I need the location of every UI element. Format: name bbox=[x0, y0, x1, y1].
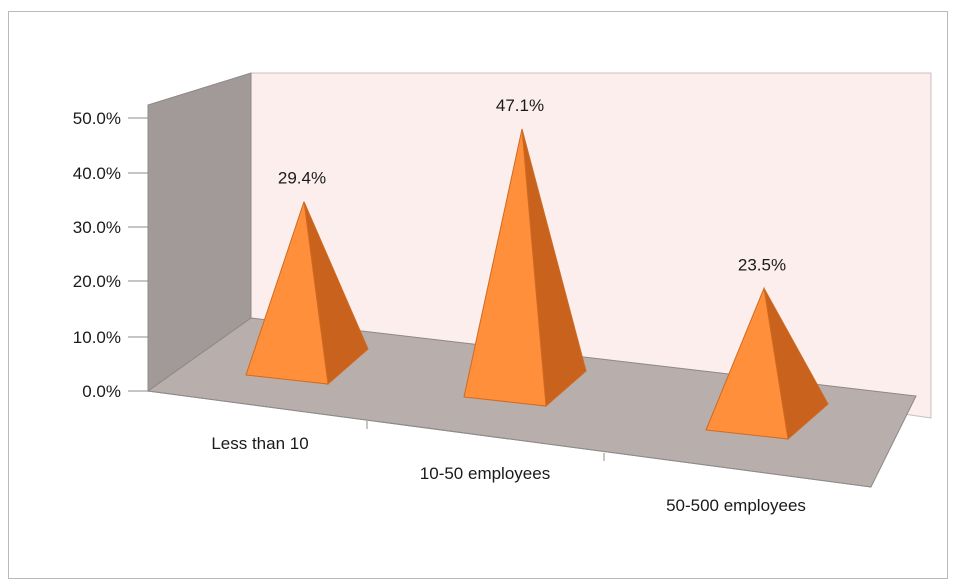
chart-labels: 29.4% 47.1% 23.5% Less than 10 10-50 employe… bbox=[211, 96, 806, 515]
y-tick-label: 50.0% bbox=[73, 109, 121, 128]
pyramid-front bbox=[463, 128, 547, 407]
y-tick-label: 0.0% bbox=[82, 382, 121, 401]
data-label: 23.5% bbox=[738, 255, 786, 274]
chart-frame: 0.0% 10.0% 20.0% 30.0% 40.0% 50.0% 29.4% 47.1%… bbox=[8, 11, 948, 579]
pyramid-1 bbox=[463, 128, 587, 408]
y-tick-label: 10.0% bbox=[73, 328, 121, 347]
data-label: 47.1% bbox=[496, 96, 544, 115]
y-tick-label: 40.0% bbox=[73, 164, 121, 183]
category-label: 50-500 employees bbox=[666, 496, 806, 515]
pyramid-front bbox=[705, 286, 789, 440]
pyramid-front bbox=[245, 201, 329, 385]
category-label: Less than 10 bbox=[211, 434, 308, 453]
chart-marks bbox=[245, 128, 829, 440]
y-tick-label: 30.0% bbox=[73, 218, 121, 237]
data-label: 29.4% bbox=[278, 169, 326, 188]
pyramid-0 bbox=[245, 201, 369, 385]
x-axis-line bbox=[147, 390, 872, 488]
y-tick-label: 20.0% bbox=[73, 272, 121, 291]
pyramid-2 bbox=[705, 286, 829, 440]
category-label: 10-50 employees bbox=[420, 464, 550, 483]
y-axis: 0.0% 10.0% 20.0% 30.0% 40.0% 50.0% bbox=[73, 105, 872, 488]
